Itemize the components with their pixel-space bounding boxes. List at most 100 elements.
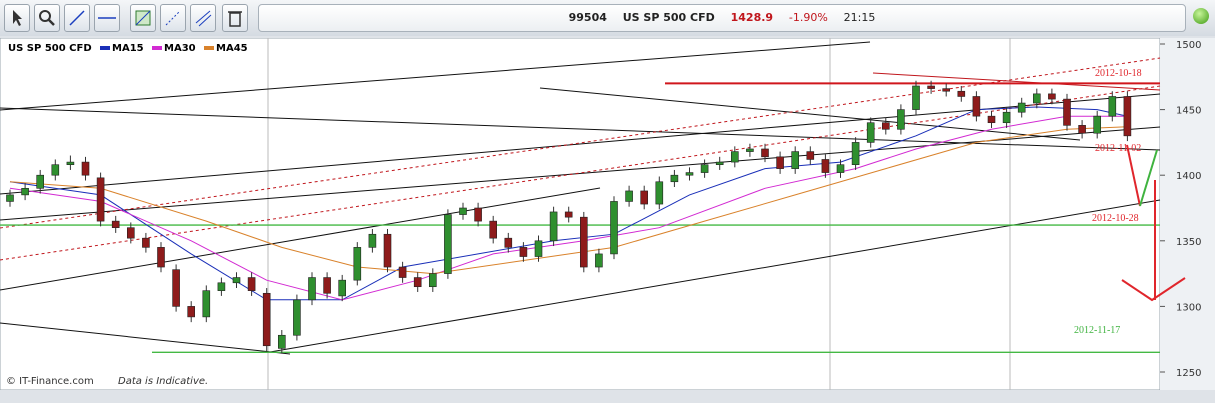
legend-swatch [204,46,214,50]
y-tick-label: 1300 [1176,302,1201,313]
candle-body [881,122,890,130]
candle-body [595,253,603,268]
y-tick-label: 1450 [1176,106,1201,117]
plot-area [0,38,1161,390]
candle-body [142,237,150,248]
candle-body [338,279,347,297]
candle-body [232,277,241,284]
trendline-button[interactable] [64,4,90,32]
candle-body [413,277,422,288]
candle-body [157,247,165,268]
candle-body [6,194,14,202]
candle-body [851,142,860,166]
candle-body [1017,102,1026,113]
channel-button[interactable] [160,4,186,32]
candle-body [534,240,543,257]
candle-body [987,115,996,124]
toolbar: 99504 US SP 500 CFD 1428.9 -1.90% 21:15 [0,0,1215,36]
candle-body [1123,96,1132,137]
annotation: 2012-10-18 [1095,68,1142,79]
candle-body [383,233,392,268]
quote-price: 1428.9 [730,11,774,24]
candle-body [127,227,135,239]
candle-body [942,88,951,92]
fib-button[interactable] [130,4,156,32]
candle-body [564,211,573,218]
candle-body [579,216,588,268]
candle-body [549,211,558,242]
candle-body [489,220,498,239]
candle-body [428,273,437,288]
candle-body [459,207,467,215]
quote-code: 99504 [568,11,607,24]
candle-body [761,148,769,158]
candle-body [444,214,452,274]
candle-body [821,159,830,173]
annotation: 2012-10-28 [1092,213,1139,224]
candle-body [1002,111,1011,124]
candle-body [670,174,679,183]
candle-body [927,85,935,89]
candle-body [1078,125,1086,134]
candle-body [323,277,331,294]
candle-body [398,266,407,278]
legend-symbol: US SP 500 CFD [8,43,92,54]
candle-body [715,161,724,166]
y-tick-label: 1350 [1176,237,1201,248]
quote-time: 21:15 [843,11,876,24]
candle-body [1033,93,1041,104]
quote-bar: 99504 US SP 500 CFD 1428.9 -1.90% 21:15 [258,4,1186,32]
candle-body [972,96,981,117]
candle-body [730,151,739,163]
candle-body [262,292,271,347]
candle-body [187,306,195,318]
hline-button[interactable] [94,4,120,32]
candle-body [217,282,226,291]
y-tick-label: 1400 [1176,171,1201,182]
candle-body [353,247,362,281]
footer-note: Data is Indicative. [118,376,208,387]
candle-body [36,174,45,189]
candle-body [806,151,815,160]
candle-body [202,290,211,318]
moving-average [9,126,1128,275]
status-indicator [1193,8,1209,24]
legend: MA15 MA30 MA45 [100,43,248,54]
candle-body [277,334,286,349]
cursor-button[interactable] [4,4,30,32]
candle-body [640,190,649,205]
candle-body [912,85,920,110]
quote-symbol: US SP 500 CFD [622,11,715,24]
candle-body [51,164,60,176]
candle-body [1093,115,1101,134]
green-arrow [1139,149,1158,207]
candle-body [791,151,800,169]
candle-body [897,109,905,130]
candle-body [685,172,694,176]
candle-body [66,161,75,166]
chart: US SP 500 CFD MA15 MA30 MA45 © IT-Finance.… [0,38,1215,390]
delete-button[interactable] [222,4,248,32]
y-axis-strip [1160,38,1215,390]
quote-change: -1.90% [788,11,828,24]
legend-label: MA30 [164,43,196,54]
candle-body [746,148,754,152]
candle-body [700,164,709,173]
candle-body [172,269,180,307]
candle-body [1108,96,1117,117]
y-tick-label: 1250 [1176,368,1201,379]
annotation: 2012-11-02 [1095,143,1141,154]
marks [0,80,1160,354]
candle-body [957,90,966,97]
candle-body [776,156,784,169]
candle-body [368,233,377,248]
candle-body [81,161,90,176]
legend-label: MA45 [216,43,248,54]
legend-swatch [152,46,162,50]
footer-credit: © IT-Finance.com [6,376,94,387]
zoom-button[interactable] [34,4,60,32]
candle-body [293,299,301,336]
candle-body [610,201,618,255]
fan-button[interactable] [190,4,216,32]
